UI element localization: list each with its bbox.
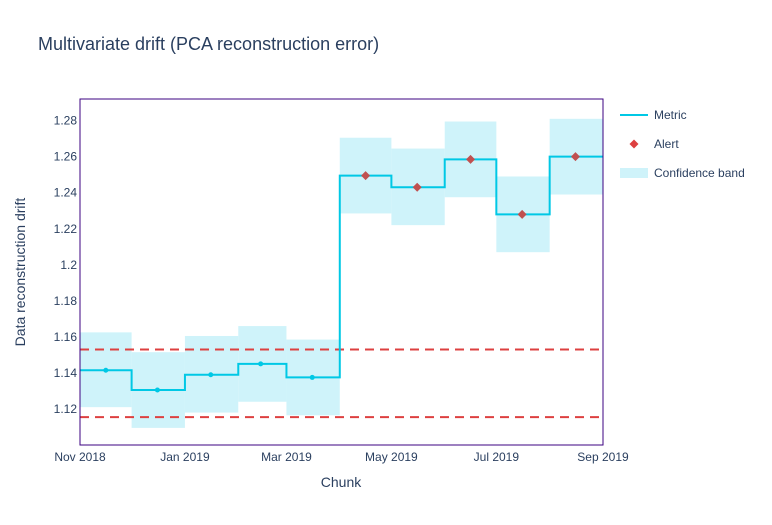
y-tick-label-2: 1.16 xyxy=(54,330,78,344)
x-tick-label-2: Mar 2019 xyxy=(261,450,312,464)
chart-title: Multivariate drift (PCA reconstruction e… xyxy=(38,34,379,54)
legend-band-swatch xyxy=(620,168,648,178)
legend-label-alert: Alert xyxy=(654,137,679,151)
legend-label-band: Confidence band xyxy=(654,166,745,180)
y-tick-label-5: 1.22 xyxy=(54,222,78,236)
legend-alert-swatch xyxy=(629,139,639,149)
x-axis-title: Chunk xyxy=(321,474,362,490)
y-tick-label-4: 1.2 xyxy=(60,258,77,272)
metric-point-2 xyxy=(208,372,214,378)
y-axis-ticks: 1.12 1.14 1.16 1.18 1.2 1.22 1.24 1.26 1.28 xyxy=(54,114,78,416)
y-tick-label-3: 1.18 xyxy=(54,294,78,308)
y-tick-label-6: 1.24 xyxy=(54,186,78,200)
legend[interactable]: Metric Alert Confidence band xyxy=(620,108,745,180)
x-axis-ticks: Nov 2018 Jan 2019 Mar 2019 May 2019 Jul 2019… xyxy=(54,450,629,464)
metric-point-4 xyxy=(309,374,315,380)
x-tick-label-0: Nov 2018 xyxy=(54,450,106,464)
metric-point-3 xyxy=(258,361,264,367)
x-tick-label-1: Jan 2019 xyxy=(160,450,210,464)
y-axis-title: Data reconstruction drift xyxy=(12,198,28,347)
metric-point-1 xyxy=(154,387,160,393)
y-tick-label-1: 1.14 xyxy=(54,366,78,380)
x-tick-label-4: Jul 2019 xyxy=(474,450,520,464)
alert-marker-8 xyxy=(517,209,527,219)
plot-frame xyxy=(79,98,604,446)
y-tick-label-0: 1.12 xyxy=(54,402,78,416)
alert-marker-9 xyxy=(570,152,580,162)
metric-point-0 xyxy=(103,367,109,373)
x-tick-label-3: May 2019 xyxy=(365,450,418,464)
threshold-lines xyxy=(80,348,603,419)
y-tick-label-7: 1.26 xyxy=(54,150,78,164)
alert-marker-7 xyxy=(466,154,476,164)
confidence-bands xyxy=(80,118,603,428)
y-tick-label-8: 1.28 xyxy=(54,114,78,128)
metric-line xyxy=(80,155,603,392)
alert-marker-6 xyxy=(412,182,422,192)
metric-series xyxy=(80,155,603,393)
legend-label-metric: Metric xyxy=(654,108,687,122)
alert-markers xyxy=(361,152,580,219)
x-tick-label-5: Sep 2019 xyxy=(577,450,629,464)
alert-marker-5 xyxy=(361,171,371,181)
